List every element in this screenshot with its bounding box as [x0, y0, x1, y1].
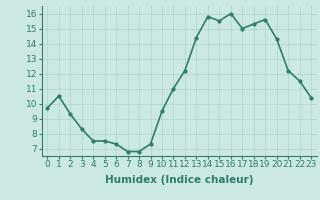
X-axis label: Humidex (Indice chaleur): Humidex (Indice chaleur) — [105, 175, 253, 185]
